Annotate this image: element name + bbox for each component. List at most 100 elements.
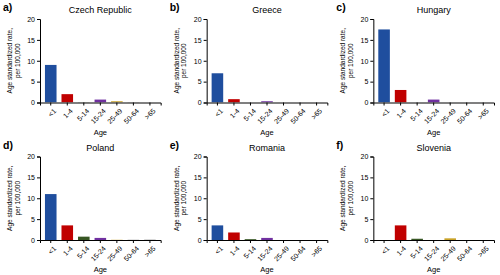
x-axis-title: Age [94,265,107,274]
y-tick-mark [204,157,207,158]
y-tick-mark [370,198,373,199]
x-tick-label: 15-24 [423,107,441,125]
plot-area: 05101520<11-45-1415-2425-4950-64>65 [194,153,328,262]
y-tick-mark [204,240,207,241]
bars [395,225,456,240]
bar [212,225,224,240]
y-tick-label: 0 [31,237,35,244]
y-tick: 15 [194,174,207,181]
x-tick-mark [116,103,117,106]
x-tick-mark [483,103,484,106]
x-tick-mark [400,103,401,106]
y-tick-mark [204,19,207,20]
x-tick: 25-49 [439,103,457,125]
x-axis-title: Age [260,128,273,137]
y-tick-mark [37,82,40,83]
y-tick: 20 [27,153,40,160]
x-tick-label: 1-4 [229,245,241,257]
bar [411,102,423,103]
x-tick-label: 15-24 [423,245,441,263]
x-axis: <11-45-1415-2425-4950-64>65 [374,103,495,125]
x-axis: <11-45-1415-2425-4950-64>65 [41,103,162,125]
x-tick-mark [233,240,234,243]
bar [395,90,407,103]
bar [461,240,473,241]
bar [128,239,140,240]
y-axis-title: Age standardized rate,per 100,000 [173,165,189,231]
y-tick: 5 [364,78,373,85]
x-tick-mark [384,240,385,243]
y-tick-label: 0 [198,99,202,106]
y-axis-line [370,20,374,104]
y-tick: 20 [194,16,207,23]
x-tick-label: 25-49 [106,107,124,125]
x-tick: <1 [380,103,391,118]
x-tick-label: >65 [477,107,490,120]
x-tick: 25-49 [273,103,291,125]
plot-area: 05101520<11-45-1415-2425-4950-64>65 [194,16,328,125]
x-tick: 1-4 [229,240,241,257]
x-tick-mark [417,103,418,106]
bar [294,102,306,103]
x-tick-label: >65 [143,245,156,258]
y-tick: 10 [27,57,40,64]
y-axis: 05101520 [194,153,207,243]
y-axis: 05101520 [27,153,40,243]
y-tick-label: 10 [194,57,202,64]
y-tick: 10 [361,57,374,64]
x-tick-label: 50-64 [289,107,307,125]
x-tick: 1-4 [62,103,74,120]
x-tick-label: 25-49 [106,245,124,263]
bar [461,102,473,103]
bar [228,232,240,240]
x-tick-label: 25-49 [439,107,457,125]
bar [245,102,257,103]
bar [212,73,224,102]
panel: 05101520<11-45-1415-2425-4950-64>65AgeAg… [3,139,161,275]
x-tick-mark [250,103,251,106]
x-tick: 5-14 [409,240,424,260]
panel: 05101520<11-45-1415-2425-4950-64>65AgeAg… [170,139,328,275]
x-tick-mark [149,103,150,106]
x-tick: 25-49 [439,240,457,262]
x-tick-mark [450,103,451,106]
y-tick-label: 0 [364,237,368,244]
y-tick-mark [204,40,207,41]
y-tick: 0 [31,237,40,244]
bar [378,29,390,102]
bar [61,225,73,240]
y-tick-mark [370,240,373,241]
y-axis: 05101520 [361,153,374,243]
y-tick-label: 20 [27,153,35,160]
x-tick-mark [483,240,484,243]
y-tick-label: 15 [194,174,202,181]
bar [78,102,90,103]
y-tick-label: 20 [194,16,202,23]
x-tick: 5-14 [242,240,257,260]
y-tick: 15 [27,174,40,181]
x-tick: 25-49 [273,240,291,262]
y-tick-label: 15 [194,37,202,44]
bar [311,102,323,103]
x-tick-label: <1 [47,245,58,256]
bar [78,237,90,240]
y-axis-title: Age standardized rate,per 100,000 [173,28,189,94]
y-tick-label: 10 [361,195,369,202]
y-axis-title: Age standardized rate,per 100,000 [339,28,355,94]
y-tick: 10 [194,195,207,202]
x-tick-mark [250,240,251,243]
x-tick: 1-4 [395,240,407,257]
x-tick: >65 [143,103,156,121]
bar [111,101,123,102]
y-tick: 5 [31,78,40,85]
x-tick-mark [83,240,84,243]
x-tick: 50-64 [456,103,474,125]
bar [444,238,456,240]
x-tick-label: <1 [380,107,391,118]
x-tick-mark [450,240,451,243]
y-tick-mark [370,19,373,20]
y-axis-line [204,20,208,104]
x-tick-mark [384,103,385,106]
y-axis-title: Age standardized rate,per 100,000 [6,28,22,94]
bar [144,102,156,103]
